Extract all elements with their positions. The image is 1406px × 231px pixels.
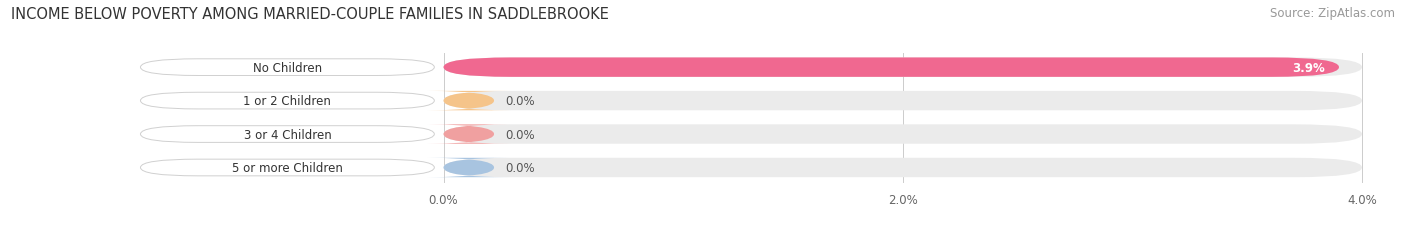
Text: INCOME BELOW POVERTY AMONG MARRIED-COUPLE FAMILIES IN SADDLEBROOKE: INCOME BELOW POVERTY AMONG MARRIED-COUPL… <box>11 7 609 22</box>
FancyBboxPatch shape <box>427 158 510 177</box>
FancyBboxPatch shape <box>141 60 434 76</box>
FancyBboxPatch shape <box>427 125 510 144</box>
FancyBboxPatch shape <box>141 93 434 109</box>
Text: 3.9%: 3.9% <box>1292 61 1326 74</box>
FancyBboxPatch shape <box>443 58 1362 78</box>
Text: 0.0%: 0.0% <box>506 128 536 141</box>
FancyBboxPatch shape <box>141 159 434 176</box>
Text: 1 or 2 Children: 1 or 2 Children <box>243 95 332 108</box>
FancyBboxPatch shape <box>141 126 434 143</box>
FancyBboxPatch shape <box>427 91 510 111</box>
FancyBboxPatch shape <box>443 58 1339 78</box>
Text: Source: ZipAtlas.com: Source: ZipAtlas.com <box>1270 7 1395 20</box>
FancyBboxPatch shape <box>443 91 1362 111</box>
Text: 3 or 4 Children: 3 or 4 Children <box>243 128 332 141</box>
Text: No Children: No Children <box>253 61 322 74</box>
Text: 0.0%: 0.0% <box>506 95 536 108</box>
FancyBboxPatch shape <box>443 125 1362 144</box>
FancyBboxPatch shape <box>443 158 1362 177</box>
Text: 5 or more Children: 5 or more Children <box>232 161 343 174</box>
Text: 0.0%: 0.0% <box>506 161 536 174</box>
